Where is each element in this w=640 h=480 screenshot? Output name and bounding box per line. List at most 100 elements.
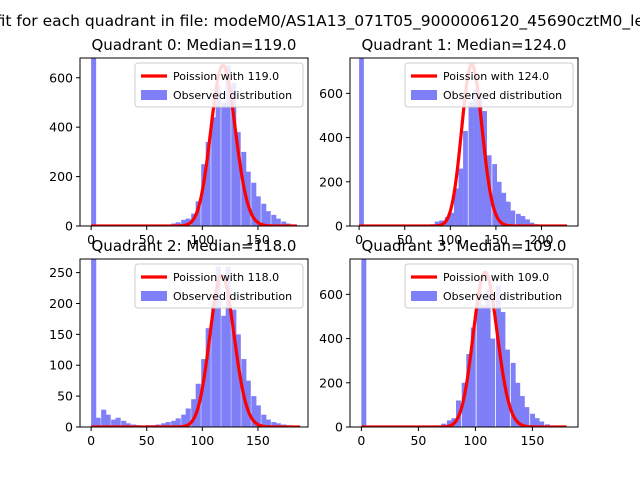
histogram-bar [221, 102, 227, 226]
y-tick-label: 600 [49, 70, 73, 85]
histogram-bar [121, 420, 127, 427]
histogram-bar [205, 142, 211, 226]
histogram-bar [485, 289, 491, 427]
histogram-bar [235, 132, 241, 226]
histogram-bar [515, 213, 521, 226]
histogram-bar [539, 421, 545, 427]
histogram-bar [115, 417, 121, 427]
legend: Poission with 118.0 Observed distribution [134, 263, 304, 309]
histogram-bar [105, 414, 111, 427]
x-tick-label: 50 [410, 433, 426, 448]
legend: Poission with 109.0 Observed distribution [404, 263, 574, 309]
histogram-bar [231, 309, 237, 427]
histogram-bar [473, 88, 478, 226]
histogram-bar [359, 58, 364, 226]
x-tick-label: 150 [246, 232, 270, 247]
legend-entry-observed: Observed distribution [443, 290, 562, 303]
histogram-bar [215, 266, 221, 427]
histogram-bar [524, 407, 530, 427]
histogram-bar [458, 168, 464, 226]
y-tick-label: 200 [49, 169, 73, 184]
legend-box [134, 62, 304, 108]
histogram-bar [205, 328, 211, 427]
histogram-bar [261, 203, 267, 226]
histogram-bar [101, 409, 107, 427]
histogram-bar [490, 338, 496, 427]
histogram-bar [185, 408, 191, 427]
histogram-bar [261, 414, 267, 427]
histogram-bar [201, 164, 207, 226]
panels-group: 0 50 100 150 0 200 400 600 Quadrant 0: Median=11… [49, 36, 579, 448]
legend: Poission with 119.0 Observed distribution [134, 62, 304, 108]
histogram-bar [446, 420, 452, 427]
y-tick-label: 200 [319, 174, 343, 189]
legend-entry-poisson: Poission with 124.0 [443, 70, 549, 83]
legend-entry-poisson: Poission with 109.0 [443, 271, 549, 284]
panel-title: Quadrant 3: Median=109.0 [362, 237, 567, 255]
histogram-bar [520, 216, 526, 226]
y-tick-label: 250 [49, 265, 73, 280]
x-tick-label: 200 [530, 232, 554, 247]
histogram-bar [165, 422, 171, 427]
panel-title: Quadrant 0: Median=119.0 [92, 36, 297, 54]
histogram-bar [453, 188, 459, 226]
histogram-bar [534, 418, 540, 427]
histogram-bar [161, 423, 167, 427]
x-tick-label: 100 [463, 433, 487, 448]
histogram-bar [466, 354, 472, 427]
y-tick-label: 0 [335, 219, 343, 234]
histogram-bar [481, 305, 487, 427]
y-tick-label: 150 [49, 327, 73, 342]
histogram-bar [211, 303, 217, 427]
legend-box [404, 62, 574, 108]
histogram-bar [463, 130, 468, 226]
histogram-bar [525, 219, 530, 226]
histogram-bar [519, 396, 525, 427]
histogram-bar [449, 212, 455, 226]
histogram-bar [468, 102, 474, 226]
histogram-bar [225, 65, 231, 226]
axes-frame [79, 258, 309, 428]
histogram-bar [275, 423, 281, 427]
histogram-bar [501, 192, 507, 226]
histogram-bar [175, 222, 181, 226]
histogram-bar [271, 214, 277, 226]
y-tick-label: 200 [49, 296, 73, 311]
histogram-bar [495, 285, 501, 427]
histogram-bar [251, 396, 257, 427]
panel-title: Quadrant 1: Median=124.0 [362, 36, 567, 54]
legend-patch-swatch [141, 90, 167, 100]
poisson-curve [358, 63, 568, 226]
y-tick-label: 600 [319, 86, 343, 101]
legend-box [134, 263, 304, 309]
histogram-bar [235, 334, 241, 427]
x-tick-label: 100 [438, 232, 462, 247]
histogram-bar [245, 380, 251, 427]
y-tick-label: 0 [335, 420, 343, 435]
y-tick-label: 600 [319, 287, 343, 302]
figure-suptitle: Median and Poisson fit for each quadrant… [0, 12, 640, 31]
histogram-bar [265, 419, 271, 427]
histogram-bar [515, 382, 521, 427]
axes-frame [349, 57, 579, 227]
panel-quadrant-3: 0 50 100 150 0 200 400 600 Quadrant 3: Median=10… [319, 237, 579, 448]
histogram-bar [496, 181, 502, 226]
histogram-bar [529, 222, 535, 226]
y-tick-label: 0 [65, 219, 73, 234]
histogram-bar [492, 164, 498, 226]
y-tick-label: 400 [319, 331, 343, 346]
histogram-bar [185, 218, 191, 226]
poisson-curve [90, 63, 298, 226]
legend-entry-observed: Observed distribution [173, 89, 292, 102]
histogram-bar [255, 405, 261, 427]
axes-frame [349, 258, 579, 428]
histogram-bar [171, 420, 177, 427]
histogram-bar [91, 259, 97, 427]
histogram-bar [476, 292, 482, 427]
histogram-bar [265, 211, 271, 226]
histogram-bar [255, 196, 261, 226]
x-tick-label: 150 [520, 433, 544, 448]
histogram-bar [251, 182, 257, 226]
histogram-bar [191, 399, 197, 427]
x-tick-label: 0 [357, 433, 365, 448]
